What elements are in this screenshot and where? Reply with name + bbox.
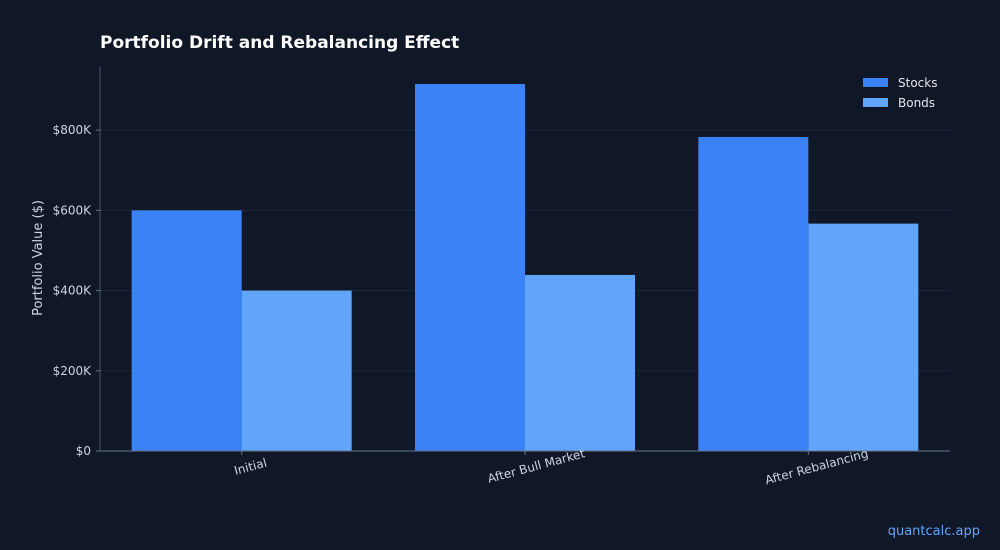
y-axis-label: Portfolio Value ($) xyxy=(31,200,46,316)
watermark: quantcalc.app xyxy=(887,524,980,539)
x-axis-ticks: Initial After Bull Market After Rebalancin… xyxy=(233,446,870,487)
legend-label-stocks: Stocks xyxy=(898,76,937,90)
chart-title: Portfolio Drift and Rebalancing Effect xyxy=(100,33,460,53)
legend-swatch-bonds xyxy=(863,98,888,107)
x-tick-label: After Bull Market xyxy=(486,446,587,486)
legend-swatch-stocks xyxy=(863,78,888,87)
x-tick-label: Initial xyxy=(233,456,269,478)
bar-stocks xyxy=(698,136,809,451)
bar-bonds xyxy=(525,274,635,451)
bar-bonds xyxy=(241,290,352,451)
y-tick-label: $200K xyxy=(53,364,93,378)
y-tick-label: $0 xyxy=(76,444,91,458)
legend-label-bonds: Bonds xyxy=(898,96,935,110)
bar-stocks xyxy=(415,84,525,451)
bars xyxy=(131,84,919,451)
y-axis-ticks: $0 $200K $400K $600K $800K xyxy=(53,123,100,458)
x-tick-label: After Rebalancing xyxy=(764,446,870,487)
y-tick-label: $800K xyxy=(53,123,93,137)
y-tick-label: $400K xyxy=(53,284,93,298)
y-tick-label: $600K xyxy=(53,203,93,217)
bar-bonds xyxy=(808,223,919,451)
legend: Stocks Bonds xyxy=(863,76,937,110)
bar-stocks xyxy=(131,210,242,451)
